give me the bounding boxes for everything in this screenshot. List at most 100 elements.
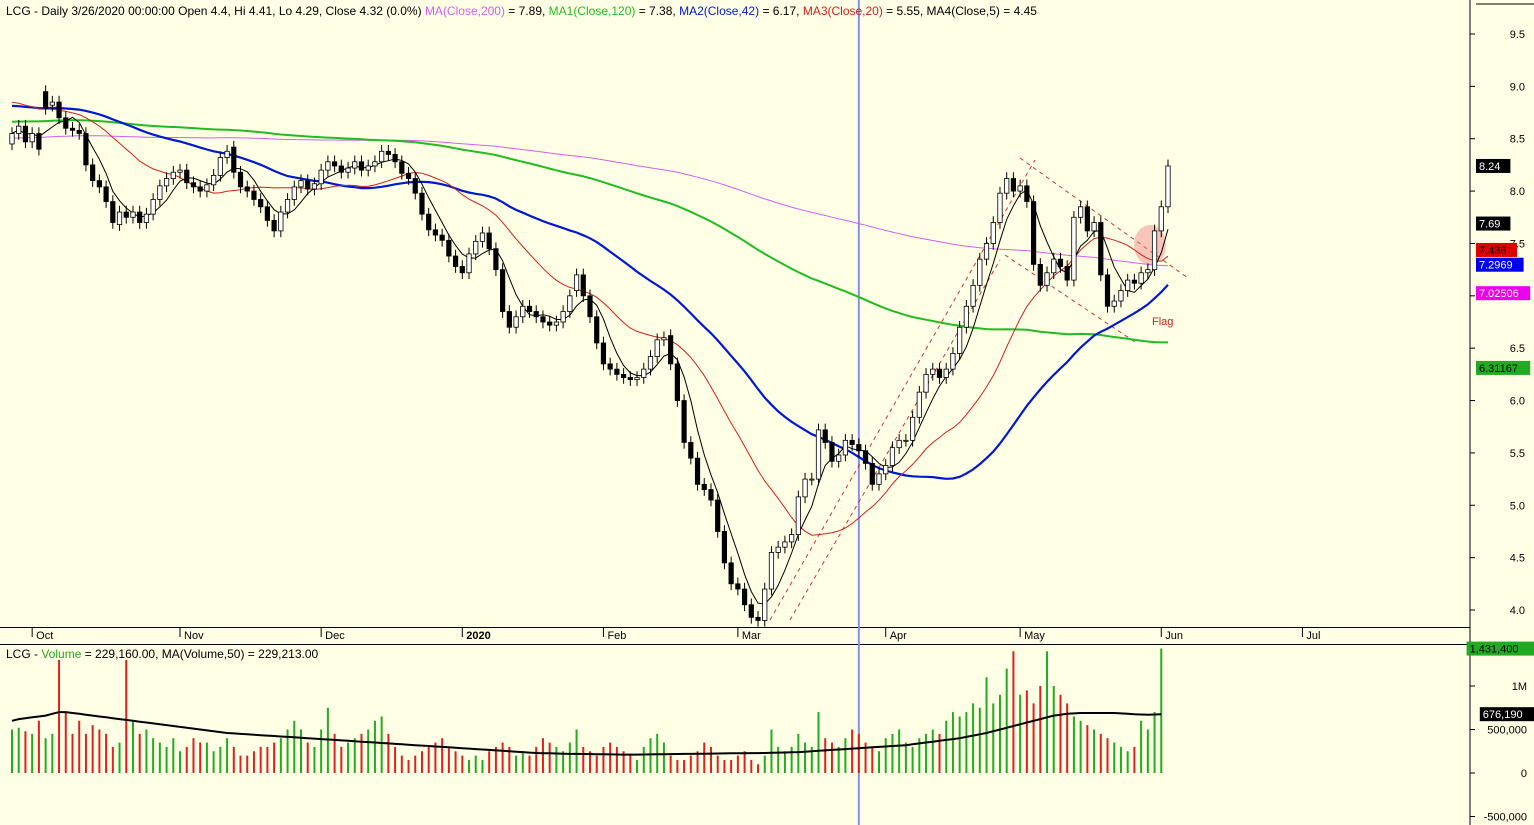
candle-body xyxy=(553,321,559,326)
month-label: Apr xyxy=(890,630,907,642)
candle-body xyxy=(473,240,479,255)
candle-body xyxy=(244,186,250,192)
candle-body xyxy=(258,199,264,208)
candle-body xyxy=(16,125,22,134)
candlestick-series xyxy=(9,85,1171,627)
price-tick-label: 8.0 xyxy=(1510,186,1525,198)
candle-body xyxy=(701,483,707,490)
candle-body xyxy=(365,165,371,171)
candle-body xyxy=(741,588,748,606)
ma5-text: MA4(Close,5) = 4.45 xyxy=(927,4,1038,18)
ma5-tag: 7.69 xyxy=(1479,219,1500,231)
candle-body xyxy=(432,229,439,236)
last-volume-tag: 1,431,400 xyxy=(1470,644,1519,656)
candle-body xyxy=(1051,258,1057,274)
candle-body xyxy=(540,316,546,323)
candle-body xyxy=(641,368,647,378)
candle-body xyxy=(385,150,391,155)
candle-body xyxy=(197,186,203,192)
date-axis: Oct Nov Dec 2020 Feb Mar Apr May Jun Jul xyxy=(31,628,1320,642)
candle-body xyxy=(1057,258,1064,267)
candle-body xyxy=(452,255,459,267)
candle-body xyxy=(862,450,869,464)
candle-body xyxy=(1084,206,1090,232)
candle-body xyxy=(560,311,566,323)
candle-body xyxy=(412,178,418,194)
candle-body xyxy=(271,220,277,232)
candle-body xyxy=(950,353,956,370)
ma120-line xyxy=(11,119,1168,344)
candle-body xyxy=(849,439,855,445)
candle-body xyxy=(513,316,519,328)
candle-body xyxy=(150,199,156,215)
month-label: Feb xyxy=(607,630,626,642)
volume-ma-line xyxy=(11,711,1162,756)
month-label: Nov xyxy=(184,630,204,642)
candle-body xyxy=(567,295,573,312)
last-close-tag-bg xyxy=(1476,158,1511,173)
volume-tick-label: -500,000 xyxy=(1484,812,1527,824)
candle-body xyxy=(1125,279,1131,291)
candle-body xyxy=(526,305,533,312)
candle-body xyxy=(1064,266,1070,281)
candle-body xyxy=(137,211,143,223)
volume-label: Volume xyxy=(41,647,81,661)
ma200-value: = 7.89, xyxy=(505,4,549,18)
candle-body xyxy=(379,150,385,163)
candle-body xyxy=(1145,269,1151,274)
candle-body xyxy=(352,161,358,169)
ma200-tag: 7.02506 xyxy=(1479,288,1519,300)
candle-body xyxy=(311,183,318,190)
candle-body xyxy=(264,206,270,221)
candle-body xyxy=(930,368,936,375)
price-tick-label: 9.0 xyxy=(1510,81,1525,93)
candle-body xyxy=(479,232,486,242)
candle-body xyxy=(204,184,210,192)
price-panel[interactable] xyxy=(0,0,1470,628)
candle-body xyxy=(1138,272,1144,284)
candle-body xyxy=(446,239,452,257)
candle-body xyxy=(856,444,862,452)
candle-body xyxy=(1104,274,1111,307)
candle-body xyxy=(291,186,297,200)
candle-body xyxy=(957,326,963,354)
candle-body xyxy=(90,164,96,182)
candle-body xyxy=(123,211,129,218)
candle-body xyxy=(802,478,808,498)
candle-body xyxy=(338,165,344,173)
candle-body xyxy=(177,169,183,173)
candle-body xyxy=(1131,279,1137,284)
candle-body xyxy=(809,478,815,481)
candle-body xyxy=(614,368,620,375)
candle-body xyxy=(1091,222,1097,232)
candle-body xyxy=(9,133,15,145)
ma42-value: = 6.17, xyxy=(759,4,803,18)
volume-tick-label: 500,000 xyxy=(1487,725,1527,737)
price-tick-label: 4.0 xyxy=(1510,605,1525,617)
ma120-tag-bg xyxy=(1476,360,1531,375)
candle-body xyxy=(1151,230,1158,271)
candle-body xyxy=(49,101,55,106)
candle-body xyxy=(157,185,163,200)
candle-body xyxy=(69,127,76,131)
candle-body xyxy=(916,391,922,418)
ma120-label: MA1(Close,120) xyxy=(549,4,636,18)
candle-body xyxy=(977,258,983,286)
candle-body xyxy=(533,311,539,318)
volume-ma-path xyxy=(11,711,1162,756)
volume-tick-label: 1M xyxy=(1512,681,1527,693)
candle-body xyxy=(116,211,123,226)
candle-body xyxy=(1010,178,1017,192)
price-tick-label: 5.0 xyxy=(1510,500,1525,512)
candle-body xyxy=(1017,185,1023,192)
candle-body xyxy=(1111,300,1117,307)
candle-body xyxy=(372,161,378,167)
candle-body xyxy=(721,531,728,564)
candle-body xyxy=(634,377,640,381)
candle-body xyxy=(708,489,714,501)
candle-body xyxy=(836,454,842,462)
candle-body xyxy=(325,161,331,171)
candle-body xyxy=(647,356,654,370)
candle-body xyxy=(997,192,1003,223)
